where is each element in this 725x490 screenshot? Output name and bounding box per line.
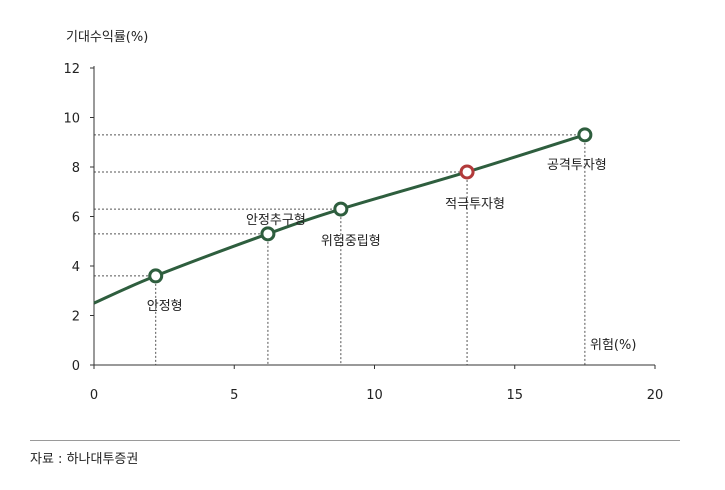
- y-tick-label: 6: [72, 211, 80, 226]
- point-marker-2: [333, 201, 349, 217]
- y-tick-label: 12: [63, 62, 80, 77]
- point-marker-1: [260, 226, 276, 242]
- x-tick-label: 20: [647, 388, 664, 403]
- point-label-1: 안정추구형: [246, 213, 306, 228]
- y-tick-label: 4: [72, 260, 80, 275]
- point-marker-0: [148, 268, 164, 284]
- point-label-4: 공격투자형: [547, 158, 607, 173]
- point-label-0: 안정형: [147, 299, 183, 314]
- point-label-3: 적극투자형: [445, 197, 505, 212]
- x-tick-label: 15: [506, 388, 523, 403]
- y-tick-label: 2: [72, 310, 80, 325]
- point-marker-3: [459, 164, 475, 180]
- x-tick-label: 10: [366, 388, 383, 403]
- y-tick-label: 8: [72, 161, 80, 176]
- y-tick-label: 0: [72, 359, 80, 374]
- y-tick-label: 10: [63, 112, 80, 127]
- source-note: 자료 : 하나대투증권: [30, 452, 139, 467]
- x-tick-label: 0: [90, 388, 98, 403]
- x-tick-label: 5: [230, 388, 238, 403]
- point-marker-4: [577, 127, 593, 143]
- y-axis-title: 기대수익률(%): [66, 30, 149, 45]
- point-label-2: 위험중립형: [321, 234, 381, 249]
- x-axis-title: 위험(%): [590, 338, 637, 353]
- efficient-frontier-line: [93, 133, 586, 305]
- footer-divider: [30, 440, 680, 441]
